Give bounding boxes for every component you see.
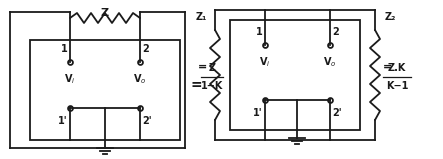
Text: Z₁: Z₁: [196, 12, 207, 22]
Text: 1: 1: [61, 44, 68, 54]
Text: K−1: K−1: [386, 81, 408, 91]
Text: Z: Z: [209, 63, 216, 73]
Text: 1: 1: [256, 27, 263, 37]
Text: =: =: [383, 62, 392, 72]
Text: 2': 2': [142, 116, 152, 126]
Text: 2: 2: [142, 44, 149, 54]
Text: Z₂: Z₂: [385, 12, 396, 22]
Text: 1': 1': [58, 116, 68, 126]
Text: 2': 2': [332, 108, 342, 118]
Text: =: =: [190, 78, 202, 92]
Text: V$_i$: V$_i$: [259, 55, 271, 69]
Bar: [30, 40, 180, 140]
Text: Z: Z: [101, 8, 109, 18]
Text: 1': 1': [253, 108, 263, 118]
Text: V$_o$: V$_o$: [323, 55, 337, 69]
Text: 1−K: 1−K: [201, 81, 223, 91]
Text: 2: 2: [332, 27, 339, 37]
Bar: [230, 20, 360, 130]
Text: Z.K: Z.K: [388, 63, 406, 73]
Text: V$_o$: V$_o$: [133, 72, 147, 86]
Text: V$_i$: V$_i$: [64, 72, 76, 86]
Text: =: =: [198, 62, 207, 72]
